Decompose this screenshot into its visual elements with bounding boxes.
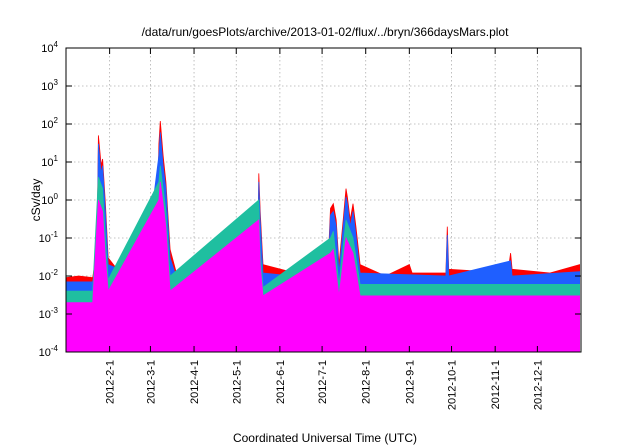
y-tick-label: 104 <box>41 40 58 55</box>
chart-title: /data/run/goesPlots/archive/2013-01-02/f… <box>142 25 510 39</box>
x-tick-label: 2012-10-1 <box>447 360 459 410</box>
x-tick-label: 2012-7-1 <box>317 360 329 404</box>
y-tick-label: 10-1 <box>39 230 59 245</box>
x-axis-label: Coordinated Universal Time (UTC) <box>233 431 417 445</box>
x-tick-label: 2012-8-1 <box>361 360 373 404</box>
y-tick-label: 10-2 <box>39 268 59 283</box>
x-tick-label: 2012-2-1 <box>105 360 117 404</box>
x-tick-label: 2012-6-1 <box>275 360 287 404</box>
x-tick-label: 2012-11-1 <box>490 360 502 409</box>
x-tick-label: 2012-9-1 <box>404 360 416 404</box>
y-tick-label: 103 <box>41 78 58 93</box>
y-tick-label: 100 <box>41 192 58 207</box>
plot-area: 10-4 10-3 10-2 10-1 100 101 102 103 104 2012-2-1 2… <box>39 40 582 410</box>
x-tick-label: 2012-5-1 <box>231 360 243 404</box>
y-tick-label: 10-4 <box>39 344 59 359</box>
y-tick-label: 10-3 <box>39 306 59 321</box>
x-tick-label: 2012-12-1 <box>532 360 544 410</box>
x-tick-label: 2012-4-1 <box>189 360 201 404</box>
y-tick-label: 101 <box>41 154 58 169</box>
x-tick-label: 2012-3-1 <box>145 360 157 404</box>
y-axis-label: cSv/day <box>29 179 43 222</box>
series-area-4 <box>66 181 580 352</box>
y-tick-label: 102 <box>41 116 58 131</box>
